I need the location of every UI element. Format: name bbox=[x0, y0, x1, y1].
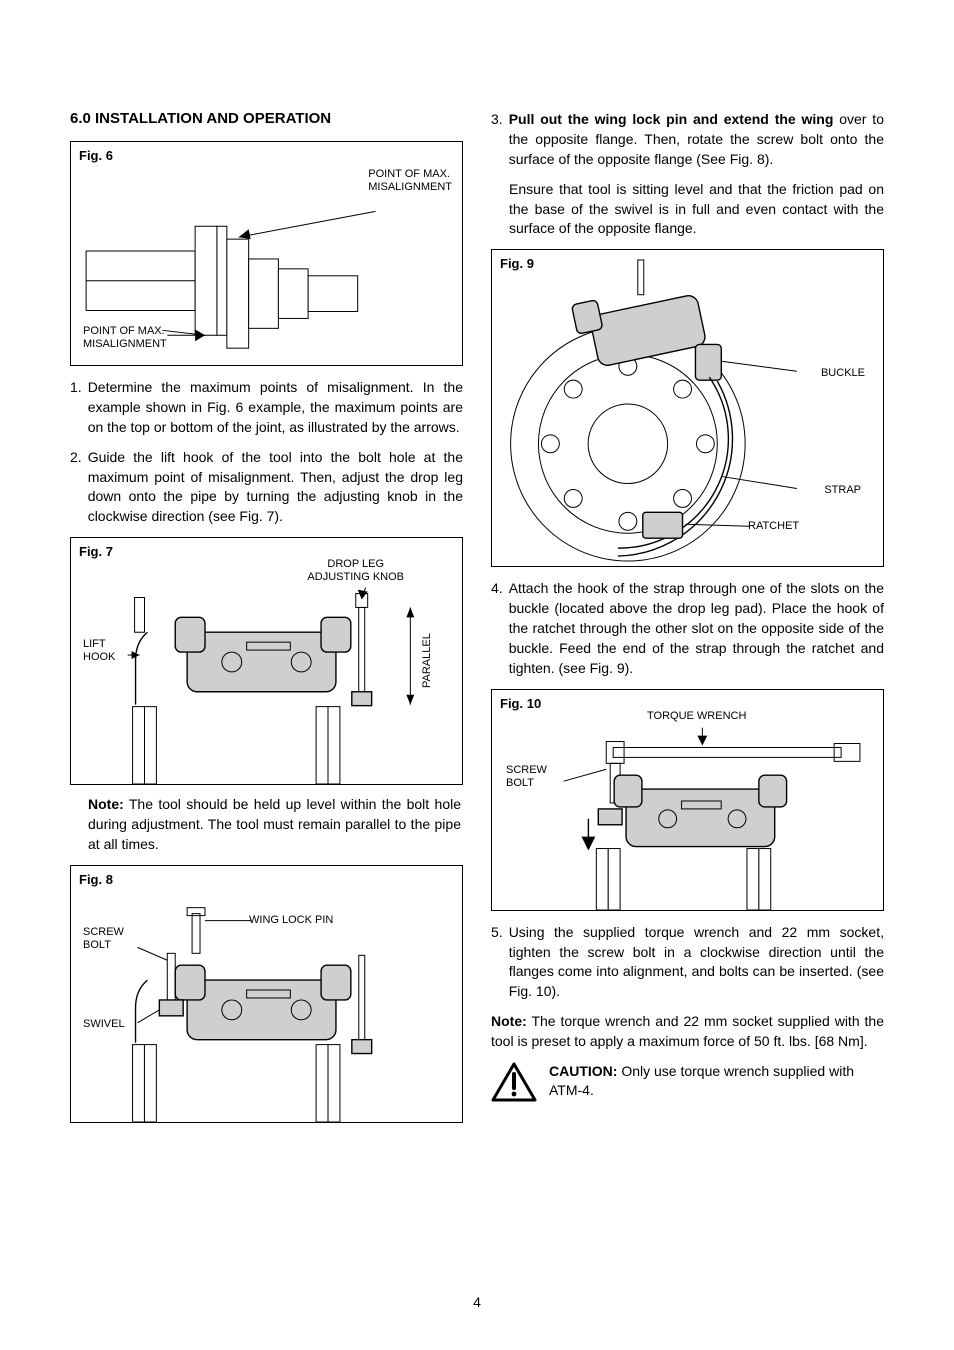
caution-text: CAUTION: Only use torque wrench supplied… bbox=[549, 1062, 884, 1101]
ordered-list-left: 1. Determine the maximum points of misal… bbox=[70, 378, 463, 527]
figure-label: Fig. 9 bbox=[500, 256, 534, 271]
figure-9: Fig. 9 bbox=[491, 249, 884, 567]
figure-10: Fig. 10 bbox=[491, 689, 884, 911]
step-number: 5. bbox=[491, 923, 503, 1003]
callout-buckle: BUCKLE bbox=[821, 367, 865, 380]
left-column: 6.0 INSTALLATION AND OPERATION Fig. 6 bbox=[70, 110, 463, 1310]
callout-strap: STRAP bbox=[824, 484, 861, 497]
figure-label: Fig. 6 bbox=[79, 148, 113, 163]
note-text: The torque wrench and 22 mm socket suppl… bbox=[491, 1013, 884, 1049]
figure-8-svg bbox=[71, 866, 462, 1122]
page-number: 4 bbox=[0, 1294, 954, 1310]
list-item: 3. Pull out the wing lock pin and extend… bbox=[491, 110, 884, 170]
section-heading: 6.0 INSTALLATION AND OPERATION bbox=[70, 110, 463, 127]
list-item: 5. Using the supplied torque wrench and … bbox=[491, 923, 884, 1003]
step-number: 4. bbox=[491, 579, 503, 678]
callout-drop-leg: DROP LEG ADJUSTING KNOB bbox=[307, 558, 404, 584]
note-left: Note: The tool should be held up level w… bbox=[88, 795, 461, 855]
callout-torque-wrench: TORQUE WRENCH bbox=[647, 710, 746, 723]
callout-screw-bolt: SCREW BOLT bbox=[506, 764, 547, 790]
figure-label: Fig. 8 bbox=[79, 872, 113, 887]
note-text: The tool should be held up level within … bbox=[88, 796, 461, 852]
caution-block: CAUTION: Only use torque wrench supplied… bbox=[491, 1062, 884, 1102]
list-item: 4. Attach the hook of the strap through … bbox=[491, 579, 884, 678]
callout-screw-bolt: SCREW BOLT bbox=[83, 926, 124, 952]
note-label: Note: bbox=[491, 1013, 527, 1029]
figure-8: Fig. 8 bbox=[70, 865, 463, 1123]
ordered-list-right-a: 3. Pull out the wing lock pin and extend… bbox=[491, 110, 884, 170]
note-label: Note: bbox=[88, 796, 124, 812]
list-item: 1. Determine the maximum points of misal… bbox=[70, 378, 463, 438]
step-text: Pull out the wing lock pin and extend th… bbox=[509, 110, 884, 170]
list-item: 2. Guide the lift hook of the tool into … bbox=[70, 448, 463, 528]
caution-label: CAUTION: bbox=[549, 1063, 617, 1079]
right-column: 3. Pull out the wing lock pin and extend… bbox=[491, 110, 884, 1310]
step-number: 2. bbox=[70, 448, 82, 528]
callout-bottom: POINT OF MAX. MISALIGNMENT bbox=[83, 325, 167, 351]
note-right: Note: The torque wrench and 22 mm socket… bbox=[491, 1012, 884, 1052]
figure-label: Fig. 7 bbox=[79, 544, 113, 559]
callout-ratchet: RATCHET bbox=[748, 520, 799, 533]
callout-wing-lock-pin: WING LOCK PIN bbox=[249, 914, 333, 927]
step-3-continuation: Ensure that tool is sitting level and th… bbox=[509, 180, 884, 240]
callout-top: POINT OF MAX. MISALIGNMENT bbox=[368, 168, 452, 194]
figure-label: Fig. 10 bbox=[500, 696, 541, 711]
figure-6: Fig. 6 bbox=[70, 141, 463, 366]
ordered-list-right-c: 5. Using the supplied torque wrench and … bbox=[491, 923, 884, 1003]
step-text: Guide the lift hook of the tool into the… bbox=[88, 448, 463, 528]
step-text: Attach the hook of the strap through one… bbox=[509, 579, 884, 678]
figure-9-svg bbox=[492, 250, 883, 566]
step-number: 3. bbox=[491, 110, 503, 170]
step-number: 1. bbox=[70, 378, 82, 438]
step-text: Determine the maximum points of misalign… bbox=[88, 378, 463, 438]
ordered-list-right-b: 4. Attach the hook of the strap through … bbox=[491, 579, 884, 678]
callout-swivel: SWIVEL bbox=[83, 1018, 125, 1031]
warning-icon bbox=[491, 1062, 537, 1102]
figure-7: Fig. 7 bbox=[70, 537, 463, 785]
callout-parallel: PARALLEL bbox=[421, 633, 433, 688]
step-text: Using the supplied torque wrench and 22 … bbox=[509, 923, 884, 1003]
callout-lift-hook: LIFT HOOK bbox=[83, 638, 115, 664]
